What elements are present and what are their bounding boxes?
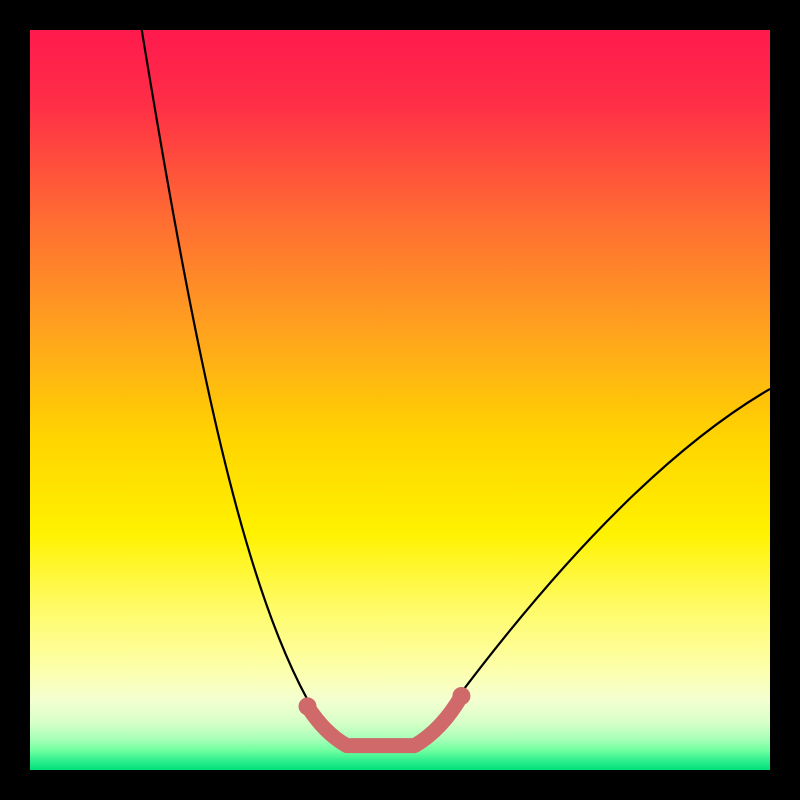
- plot-background-gradient: [30, 30, 770, 770]
- accent-endpoint-left: [299, 697, 317, 715]
- accent-endpoint-right: [452, 687, 470, 705]
- stage: TheBottleneck.com: [0, 0, 800, 800]
- bottleneck-chart: [0, 0, 800, 800]
